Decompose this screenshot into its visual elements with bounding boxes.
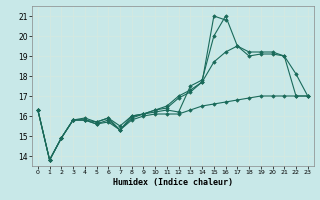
X-axis label: Humidex (Indice chaleur): Humidex (Indice chaleur) bbox=[113, 178, 233, 187]
